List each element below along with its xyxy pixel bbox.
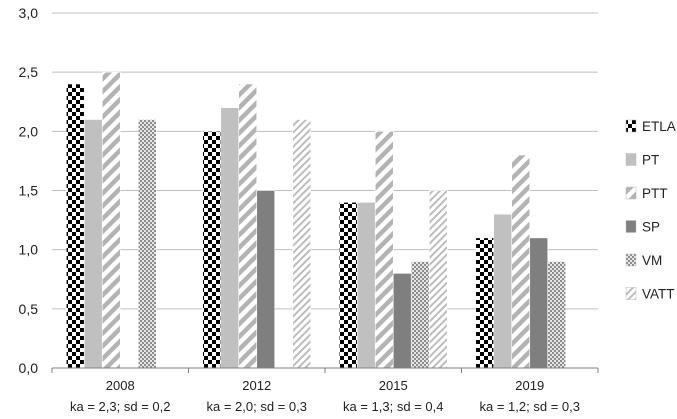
legend: ETLA PT PTT SP VM VATT xyxy=(625,119,676,302)
x-category-label: 2008 xyxy=(106,378,135,393)
legend-swatch-vatt xyxy=(625,287,637,300)
x-category-sublabel: ka = 2,3; sd = 0,2 xyxy=(70,399,170,414)
legend-label-vm: VM xyxy=(642,253,662,268)
bar-pt-2008 xyxy=(83,119,103,369)
bar-pt-2012 xyxy=(220,107,240,369)
y-tick-label: 0,0 xyxy=(19,360,39,376)
legend-swatch-pt xyxy=(625,153,637,166)
x-category-label: 2012 xyxy=(242,378,271,393)
legend-swatch-ptt xyxy=(625,186,637,200)
bar-ptt-2015 xyxy=(374,131,394,369)
bar-etla-2012 xyxy=(202,131,222,369)
y-tick-label: 3,0 xyxy=(19,5,39,21)
bar-ptt-2012 xyxy=(238,83,258,369)
x-category-label: 2019 xyxy=(515,378,544,393)
x-axis: 2008 ka = 2,3; sd = 0,2 2012 ka = 2,0; sd =… xyxy=(51,367,599,414)
bar-vm-2015 xyxy=(410,261,430,369)
y-tick-label: 1,5 xyxy=(19,183,39,199)
bar-etla-2015 xyxy=(338,202,358,369)
bar-sp-2012 xyxy=(256,190,276,369)
bar-vatt-2015 xyxy=(428,190,448,369)
bar-pt-2015 xyxy=(356,202,376,369)
y-axis-tick-labels: 0,0 0,5 1,0 1,5 2,0 2,5 3,0 xyxy=(19,5,39,376)
bar-vatt-2012 xyxy=(292,119,312,369)
legend-swatch-etla xyxy=(625,119,637,133)
legend-label-etla: ETLA xyxy=(642,119,676,134)
bars xyxy=(65,71,567,369)
bar-ptt-2019 xyxy=(511,154,531,369)
bar-ptt-2008 xyxy=(101,71,121,369)
bar-etla-2019 xyxy=(475,237,495,369)
x-category-label: 2015 xyxy=(379,378,408,393)
bar-etla-2008 xyxy=(65,83,85,369)
bar-vm-2019 xyxy=(547,261,567,369)
legend-label-vatt: VATT xyxy=(642,287,675,302)
bar-pt-2019 xyxy=(493,213,513,369)
legend-label-sp: SP xyxy=(642,220,660,235)
bar-sp-2015 xyxy=(392,273,412,369)
bar-vm-2008 xyxy=(137,119,157,369)
legend-swatch-sp xyxy=(625,220,637,233)
y-tick-label: 1,0 xyxy=(19,242,39,258)
legend-label-ptt: PTT xyxy=(642,186,668,201)
y-tick-label: 2,5 xyxy=(19,64,39,80)
x-category-sublabel: ka = 2,0; sd = 0,3 xyxy=(207,399,307,414)
bar-sp-2019 xyxy=(529,237,549,369)
x-category-sublabel: ka = 1,3; sd = 0,4 xyxy=(343,399,443,414)
legend-swatch-vm xyxy=(625,253,637,267)
x-category-sublabel: ka = 1,2; sd = 0,3 xyxy=(480,399,580,414)
y-tick-label: 2,0 xyxy=(19,123,39,139)
legend-label-pt: PT xyxy=(642,153,659,168)
y-tick-label: 0,5 xyxy=(19,301,39,317)
